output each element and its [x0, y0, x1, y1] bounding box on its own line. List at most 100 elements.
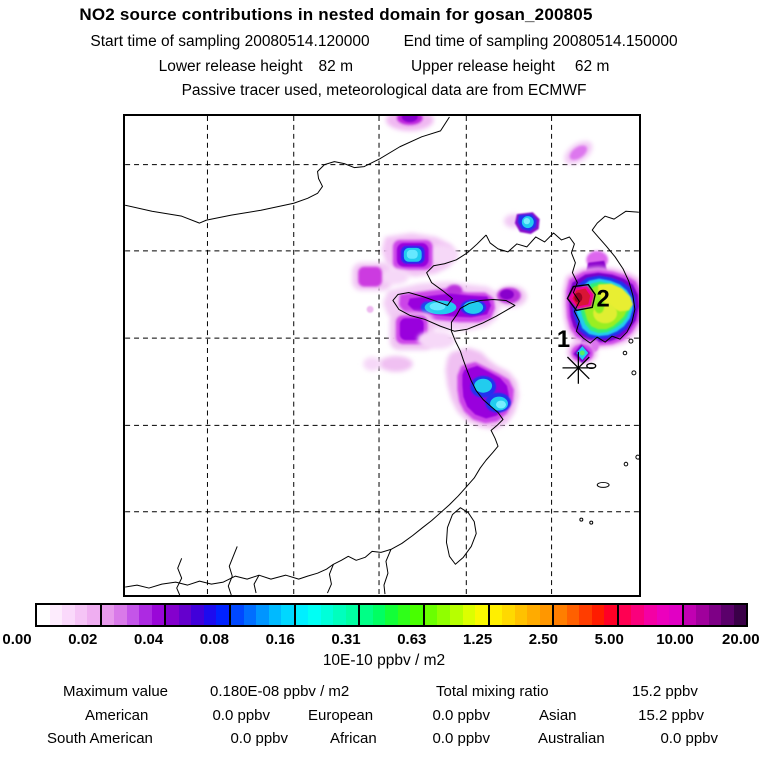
region-american-label: American — [85, 707, 149, 724]
region-australian-label: Australian — [538, 730, 605, 747]
colorbar-cell — [62, 605, 75, 625]
colorbar-tick-label: 20.00 — [722, 631, 760, 648]
tracer-row: Passive tracer used, meteorological data… — [0, 82, 768, 100]
colorbar-cell — [539, 605, 553, 625]
region-australian-value: 0.0 ppbv — [660, 730, 718, 747]
colorbar-tick-label: 1.25 — [462, 631, 493, 648]
plume-shanghai — [419, 331, 519, 430]
colorbar-cell — [669, 605, 682, 625]
plume-top-centre — [385, 116, 434, 131]
colorbar-cell — [475, 605, 488, 625]
coast-south-inlet-3 — [383, 549, 392, 595]
island-dot — [628, 338, 634, 344]
colorbar-cell — [566, 605, 580, 625]
river-border-2 — [176, 558, 183, 595]
region-south-american-value: 0.0 ppbv — [230, 730, 288, 747]
region-american-value: 0.0 ppbv — [212, 707, 270, 724]
colorbar-cell — [591, 605, 605, 625]
island-dot — [631, 370, 637, 376]
max-value-label: Maximum value — [63, 683, 169, 700]
colorbar-ticks: 0.00 0.02 0.04 0.08 0.16 0.31 0.63 1.25 2.50 5.00… — [0, 631, 768, 649]
colorbar-cell — [631, 605, 644, 625]
colorbar-cell — [203, 605, 217, 625]
colorbar-cell — [358, 605, 373, 625]
colorbar-cell — [37, 605, 50, 625]
coast-china-east — [125, 234, 516, 589]
plume-korea — [563, 250, 639, 355]
region-european-value: 0.0 ppbv — [432, 707, 490, 724]
colorbar-cell — [293, 605, 309, 625]
colorbar-cell — [696, 605, 709, 625]
colorbar-unit-label: 10E-10 ppbv / m2 — [322, 652, 446, 669]
colorbar-cell — [733, 605, 747, 625]
colorbar-cell — [397, 605, 411, 625]
island-dot — [635, 454, 639, 460]
coastlines — [125, 116, 639, 595]
colorbar-cell — [191, 605, 204, 625]
colorbar-cell — [345, 605, 359, 625]
max-value: 0.180E-08 ppbv / m2 — [210, 683, 350, 700]
colorbar-tick-label: 5.00 — [594, 631, 624, 648]
colorbar-cell — [502, 605, 515, 625]
start-time-text: Start time of sampling 20080514.120000 — [90, 33, 370, 50]
release-height-row: Lower release height 82 m Upper release … — [0, 58, 768, 76]
colorbar-tick-label: 0.04 — [133, 631, 164, 648]
colorbar-cell — [74, 605, 88, 625]
colorbar-cell — [268, 605, 282, 625]
colorbar-cell — [514, 605, 528, 625]
colorbar-cell — [422, 605, 438, 625]
map-canvas: 1 2 — [125, 116, 639, 595]
colorbar-tick-label: 0.63 — [397, 631, 427, 648]
colorbar-cell — [681, 605, 697, 625]
island-taiwan — [445, 507, 477, 565]
colorbar-cell — [372, 605, 386, 625]
coast-north-amur — [125, 116, 450, 224]
graticule-grid — [125, 116, 639, 595]
marker-1-label: 1 — [557, 326, 570, 353]
island-dot — [623, 461, 629, 467]
plume-jeju — [567, 339, 600, 364]
colorbar-cell — [87, 605, 100, 625]
colorbar-cell — [333, 605, 346, 625]
upper-release-value: 62 m — [574, 58, 610, 75]
region-european-label: European — [308, 707, 374, 724]
upper-release-label: Upper release height — [411, 58, 555, 75]
colorbar-cell — [216, 605, 229, 625]
colorbar-cell — [656, 605, 670, 625]
colorbar-cell — [243, 605, 257, 625]
colorbar-cell — [151, 605, 165, 625]
colorbar-cell — [721, 605, 734, 625]
colorbar-cell — [308, 605, 321, 625]
lower-release-label: Lower release height — [158, 58, 303, 75]
island-dot — [579, 517, 584, 522]
region-south-american-label: South American — [47, 730, 153, 747]
island-dot — [622, 350, 628, 356]
colorbar-cell — [281, 605, 294, 625]
island-jeju — [596, 481, 610, 488]
colorbar-cell — [385, 605, 398, 625]
colorbar-cell — [99, 605, 115, 625]
total-ratio-value: 15.2 ppbv — [632, 683, 698, 700]
colorbar-tick-label: 0.08 — [199, 631, 229, 648]
island-dot — [589, 520, 594, 525]
colorbar-cell — [579, 605, 592, 625]
colorbar — [35, 603, 748, 627]
end-time-text: End time of sampling 20080514.150000 — [403, 33, 678, 50]
page-title: NO2 source contributions in nested domai… — [79, 5, 593, 24]
colorbar-tick-label: 0.31 — [331, 631, 361, 648]
coast-south-inlet-1 — [253, 574, 260, 594]
colorbar-cell — [616, 605, 632, 625]
colorbar-cell — [320, 605, 334, 625]
colorbar-cell — [228, 605, 244, 625]
total-ratio-label: Total mixing ratio — [436, 683, 549, 700]
river-border-1 — [227, 546, 238, 595]
colorbar-cell — [708, 605, 722, 625]
colorbar-cell — [643, 605, 657, 625]
coast-south-inlet-2 — [327, 564, 334, 594]
colorbar-tick-label: 0.02 — [68, 631, 98, 648]
region-african-value: 0.0 ppbv — [432, 730, 490, 747]
colorbar-cell — [462, 605, 476, 625]
concentration-plumes — [352, 116, 639, 430]
receptor-star-icon — [562, 352, 597, 384]
colorbar-cell — [487, 605, 503, 625]
